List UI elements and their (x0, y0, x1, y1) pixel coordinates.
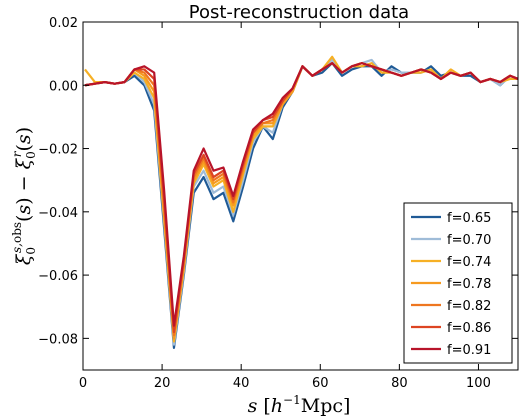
series-layer (84, 55, 519, 349)
x-tick-label: 20 (154, 376, 171, 391)
y-tick-label: −0.04 (38, 206, 78, 221)
y-axis-ticks: −0.08 −0.06 −0.04 −0.02 0.00 0.02 (38, 16, 518, 347)
legend-label: f=0.86 (447, 321, 491, 336)
y-axis-label: ξ0s,obs(s) − ξ0r(s) (10, 127, 38, 265)
y-tick-label: 0.00 (49, 79, 78, 94)
legend-label: f=0.82 (447, 299, 491, 314)
x-axis-label: s [h−1Mpc] (248, 393, 351, 417)
legend-label: f=0.74 (447, 255, 491, 270)
x-tick-label: 60 (312, 376, 329, 391)
y-tick-label: −0.08 (38, 332, 78, 347)
series-line-7 (84, 62, 519, 327)
chart-title: Post-reconstruction data (189, 2, 409, 23)
x-tick-label: 80 (391, 376, 408, 391)
x-axis-ticks: 0 20 40 60 80 100 (79, 22, 491, 391)
x-tick-label: 100 (466, 376, 491, 391)
plot-frame (82, 21, 519, 371)
legend-label: f=0.65 (447, 211, 491, 226)
x-tick-label: 0 (79, 376, 87, 391)
legend-label: f=0.70 (447, 233, 491, 248)
y-tick-label: −0.06 (38, 269, 78, 284)
legend-label: f=0.91 (447, 343, 491, 358)
legend: f=0.65 f=0.70 f=0.74 f=0.78 f=0.82 f=0.86 f=0.… (403, 202, 513, 364)
y-tick-label: 0.02 (49, 16, 78, 31)
legend-label: f=0.78 (447, 277, 491, 292)
x-tick-label: 40 (233, 376, 250, 391)
y-tick-label: −0.02 (38, 143, 78, 158)
